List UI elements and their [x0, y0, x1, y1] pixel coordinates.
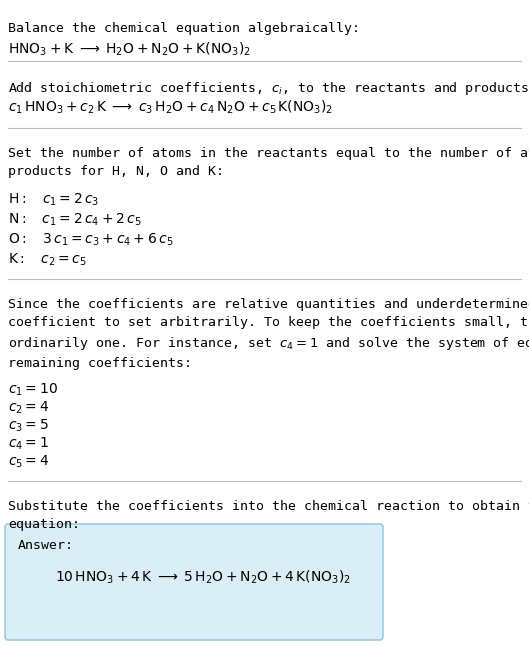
Text: Balance the chemical equation algebraically:: Balance the chemical equation algebraica… — [8, 22, 360, 35]
Text: Answer:: Answer: — [18, 539, 74, 552]
Text: $c_1\,\mathrm{HNO_3} + c_2\,\mathrm{K} \;\longrightarrow\; c_3\,\mathrm{H_2O} + : $c_1\,\mathrm{HNO_3} + c_2\,\mathrm{K} \… — [8, 99, 333, 116]
Text: $\mathrm{HNO_3 + K \;\longrightarrow\; H_2O + N_2O + K(NO_3)_2}$: $\mathrm{HNO_3 + K \;\longrightarrow\; H… — [8, 41, 251, 58]
Text: $c_4 = 1$: $c_4 = 1$ — [8, 436, 49, 452]
Text: $\mathrm{O:}\quad 3\,c_1 = c_3 + c_4 + 6\,c_5$: $\mathrm{O:}\quad 3\,c_1 = c_3 + c_4 + 6… — [8, 232, 174, 248]
Text: $c_5 = 4$: $c_5 = 4$ — [8, 454, 49, 470]
Text: $\mathrm{K:}\quad c_2 = c_5$: $\mathrm{K:}\quad c_2 = c_5$ — [8, 252, 87, 269]
Text: $c_3 = 5$: $c_3 = 5$ — [8, 418, 49, 434]
Text: Add stoichiometric coefficients, $c_i$, to the reactants and products:: Add stoichiometric coefficients, $c_i$, … — [8, 80, 529, 97]
Text: Substitute the coefficients into the chemical reaction to obtain the balanced
eq: Substitute the coefficients into the che… — [8, 500, 529, 531]
FancyBboxPatch shape — [5, 524, 383, 640]
Text: $\mathrm{N:}\quad c_1 = 2\,c_4 + 2\,c_5$: $\mathrm{N:}\quad c_1 = 2\,c_4 + 2\,c_5$ — [8, 212, 142, 228]
Text: $c_2 = 4$: $c_2 = 4$ — [8, 400, 49, 417]
Text: $c_1 = 10$: $c_1 = 10$ — [8, 382, 58, 399]
Text: $10\,\mathrm{HNO_3} + 4\,\mathrm{K} \;\longrightarrow\; 5\,\mathrm{H_2O} + \math: $10\,\mathrm{HNO_3} + 4\,\mathrm{K} \;\l… — [55, 569, 351, 586]
Text: Set the number of atoms in the reactants equal to the number of atoms in the
pro: Set the number of atoms in the reactants… — [8, 147, 529, 178]
Text: Since the coefficients are relative quantities and underdetermined, choose a
coe: Since the coefficients are relative quan… — [8, 298, 529, 370]
Text: $\mathrm{H:}\quad c_1 = 2\,c_3$: $\mathrm{H:}\quad c_1 = 2\,c_3$ — [8, 192, 99, 208]
